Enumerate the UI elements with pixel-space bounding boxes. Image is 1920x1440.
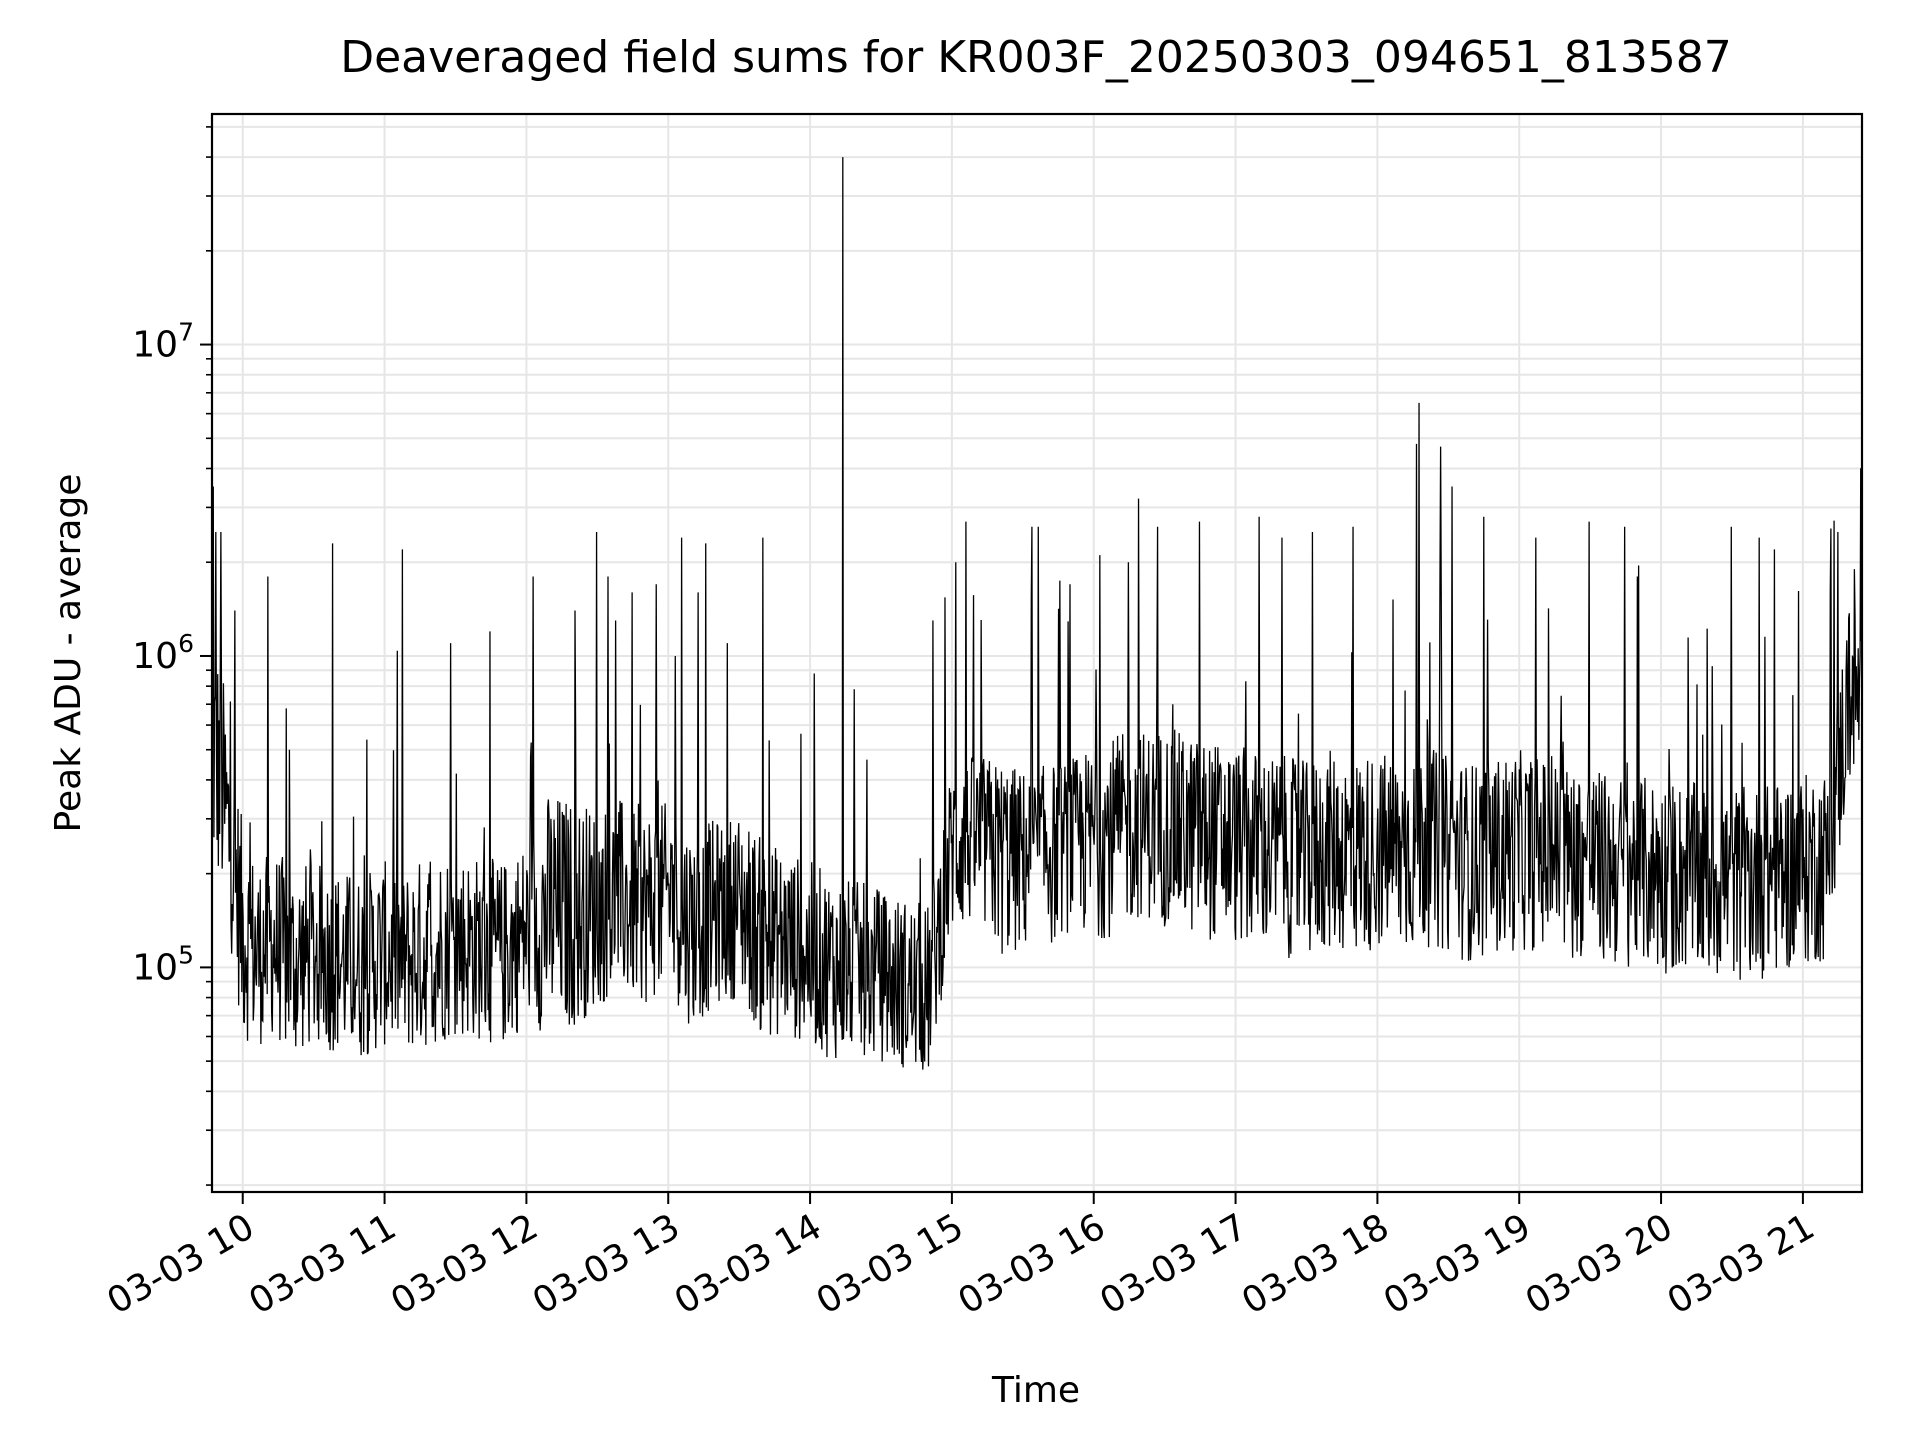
- y-tick-label: 107: [132, 318, 194, 366]
- x-tick-label: 03-03 13: [526, 1206, 687, 1322]
- x-axis-label: Time: [991, 1370, 1080, 1411]
- chart-title: Deaveraged field sums for KR003F_2025030…: [340, 32, 1732, 83]
- series-1-line: [211, 157, 1863, 1070]
- grid: [212, 114, 1862, 1192]
- x-tick-label: 03-03 17: [1093, 1206, 1254, 1322]
- y-tick-exponent: 7: [178, 318, 194, 347]
- x-tick-label: 03-03 12: [384, 1206, 545, 1322]
- x-tick-label: 03-03 11: [242, 1206, 403, 1322]
- y-tick-label: 106: [132, 629, 194, 677]
- plot-frame: [210, 112, 1864, 1194]
- x-tick-label: 03-03 18: [1235, 1206, 1396, 1322]
- x-tick-label: 03-03 16: [952, 1206, 1113, 1322]
- y-tick-label: 105: [132, 940, 194, 988]
- y-tick-exponent: 6: [178, 629, 194, 658]
- y-axis-label: Peak ADU - average: [48, 474, 89, 833]
- series-line-path: [211, 157, 1863, 1070]
- y-tick-base: 10: [132, 325, 178, 366]
- x-tick-label: 03-03 14: [668, 1206, 829, 1322]
- x-tick-label: 03-03 10: [101, 1206, 262, 1322]
- x-tick-label: 03-03 21: [1661, 1206, 1822, 1322]
- y-tick-exponent: 5: [178, 940, 194, 969]
- y-tick-base: 10: [132, 947, 178, 988]
- x-tick-label: 03-03 20: [1519, 1206, 1680, 1322]
- x-tick-label: 03-03 15: [810, 1206, 971, 1322]
- y-tick-base: 10: [132, 636, 178, 677]
- x-tick-label: 03-03 19: [1377, 1206, 1538, 1322]
